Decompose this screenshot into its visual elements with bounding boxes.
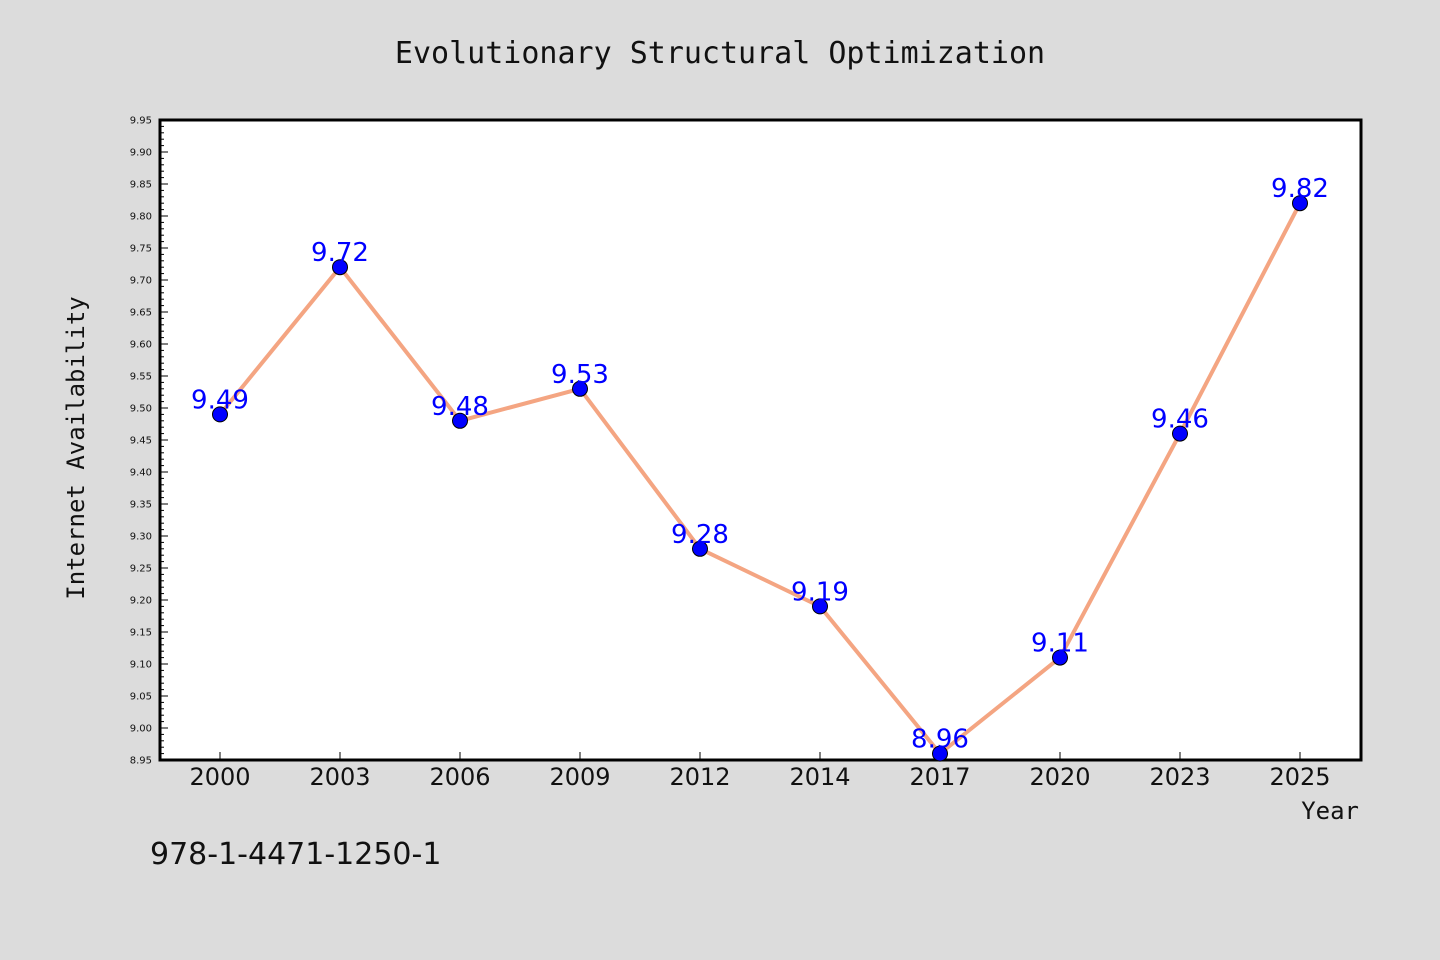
y-tick-label: 9.05 (130, 692, 152, 703)
data-point (1052, 649, 1068, 666)
data-point (692, 540, 708, 557)
y-tick-label: 9.35 (130, 500, 152, 511)
y-tick-label: 9.60 (130, 340, 152, 351)
y-tick-label: 9.15 (130, 628, 152, 639)
series-line (218, 202, 1302, 756)
y-axis-label: Internet Availability (62, 296, 90, 599)
y-tick-label: 9.80 (130, 212, 152, 223)
y-tick-label: 9.25 (130, 564, 152, 575)
x-tick-label: 2025 (1269, 763, 1330, 791)
data-point (572, 380, 588, 397)
y-tick-label: 9.90 (130, 148, 152, 159)
y-tick-label: 9.95 (130, 116, 152, 127)
data-point (812, 598, 828, 615)
data-point (452, 412, 468, 429)
y-tick-label: 9.50 (130, 404, 152, 415)
x-tick-label: 2000 (189, 763, 250, 791)
data-label: 9.48 (431, 392, 489, 422)
data-label: 8.96 (911, 725, 969, 755)
chart-title: Evolutionary Structural Optimization (395, 36, 1045, 71)
x-tick-label: 2023 (1149, 763, 1210, 791)
y-tick-label: 9.10 (130, 660, 152, 671)
data-label: 9.82 (1271, 174, 1329, 204)
plot-area (158, 118, 1363, 762)
y-tick-label: 9.45 (130, 436, 152, 447)
y-tick-label: 9.65 (130, 308, 152, 319)
x-tick-label: 2014 (789, 763, 850, 791)
y-tick-label: 9.30 (130, 532, 152, 543)
y-tick-label: 8.95 (130, 756, 152, 767)
data-point (212, 406, 228, 423)
data-point (1292, 195, 1308, 212)
y-tick-label: 9.00 (130, 724, 152, 735)
data-point (1172, 425, 1188, 442)
x-tick-label: 2009 (549, 763, 610, 791)
footer-code: 978-1-4471-1250-1 (150, 837, 441, 872)
x-tick-label: 2020 (1029, 763, 1090, 791)
x-tick-label: 2006 (429, 763, 490, 791)
data-label: 9.49 (191, 385, 249, 415)
x-tick-label: 2012 (669, 763, 730, 791)
y-axis: 8.95 9.00 9.05 9.10 9.15 9.20 9.25 9.30 9.35 9.40… (130, 116, 168, 767)
y-tick-label: 9.20 (130, 596, 152, 607)
data-label: 9.46 (1151, 405, 1209, 435)
data-label: 9.72 (311, 238, 369, 268)
data-labels: 9.49 9.72 9.48 9.53 9.28 9.19 8.96 9.11 9.46 9.82 (191, 174, 1329, 754)
y-tick-label: 9.40 (130, 468, 152, 479)
y-tick-label: 9.75 (130, 244, 152, 255)
data-point (932, 745, 948, 762)
y-tick-label: 9.85 (130, 180, 152, 191)
data-point (332, 259, 348, 276)
data-label: 9.28 (671, 520, 729, 550)
data-label: 9.11 (1031, 629, 1089, 659)
data-label: 9.19 (791, 577, 849, 607)
data-label: 9.53 (551, 360, 609, 390)
x-axis: 2000 2003 2006 2009 2012 2014 2017 2020 2023 2025 (189, 752, 1331, 791)
y-tick-label: 9.70 (130, 276, 152, 287)
x-tick-label: 2017 (909, 763, 970, 791)
x-axis-label: Year (1301, 797, 1359, 825)
y-tick-label: 9.55 (130, 372, 152, 383)
series-group (212, 195, 1308, 762)
x-tick-label: 2003 (309, 763, 370, 791)
